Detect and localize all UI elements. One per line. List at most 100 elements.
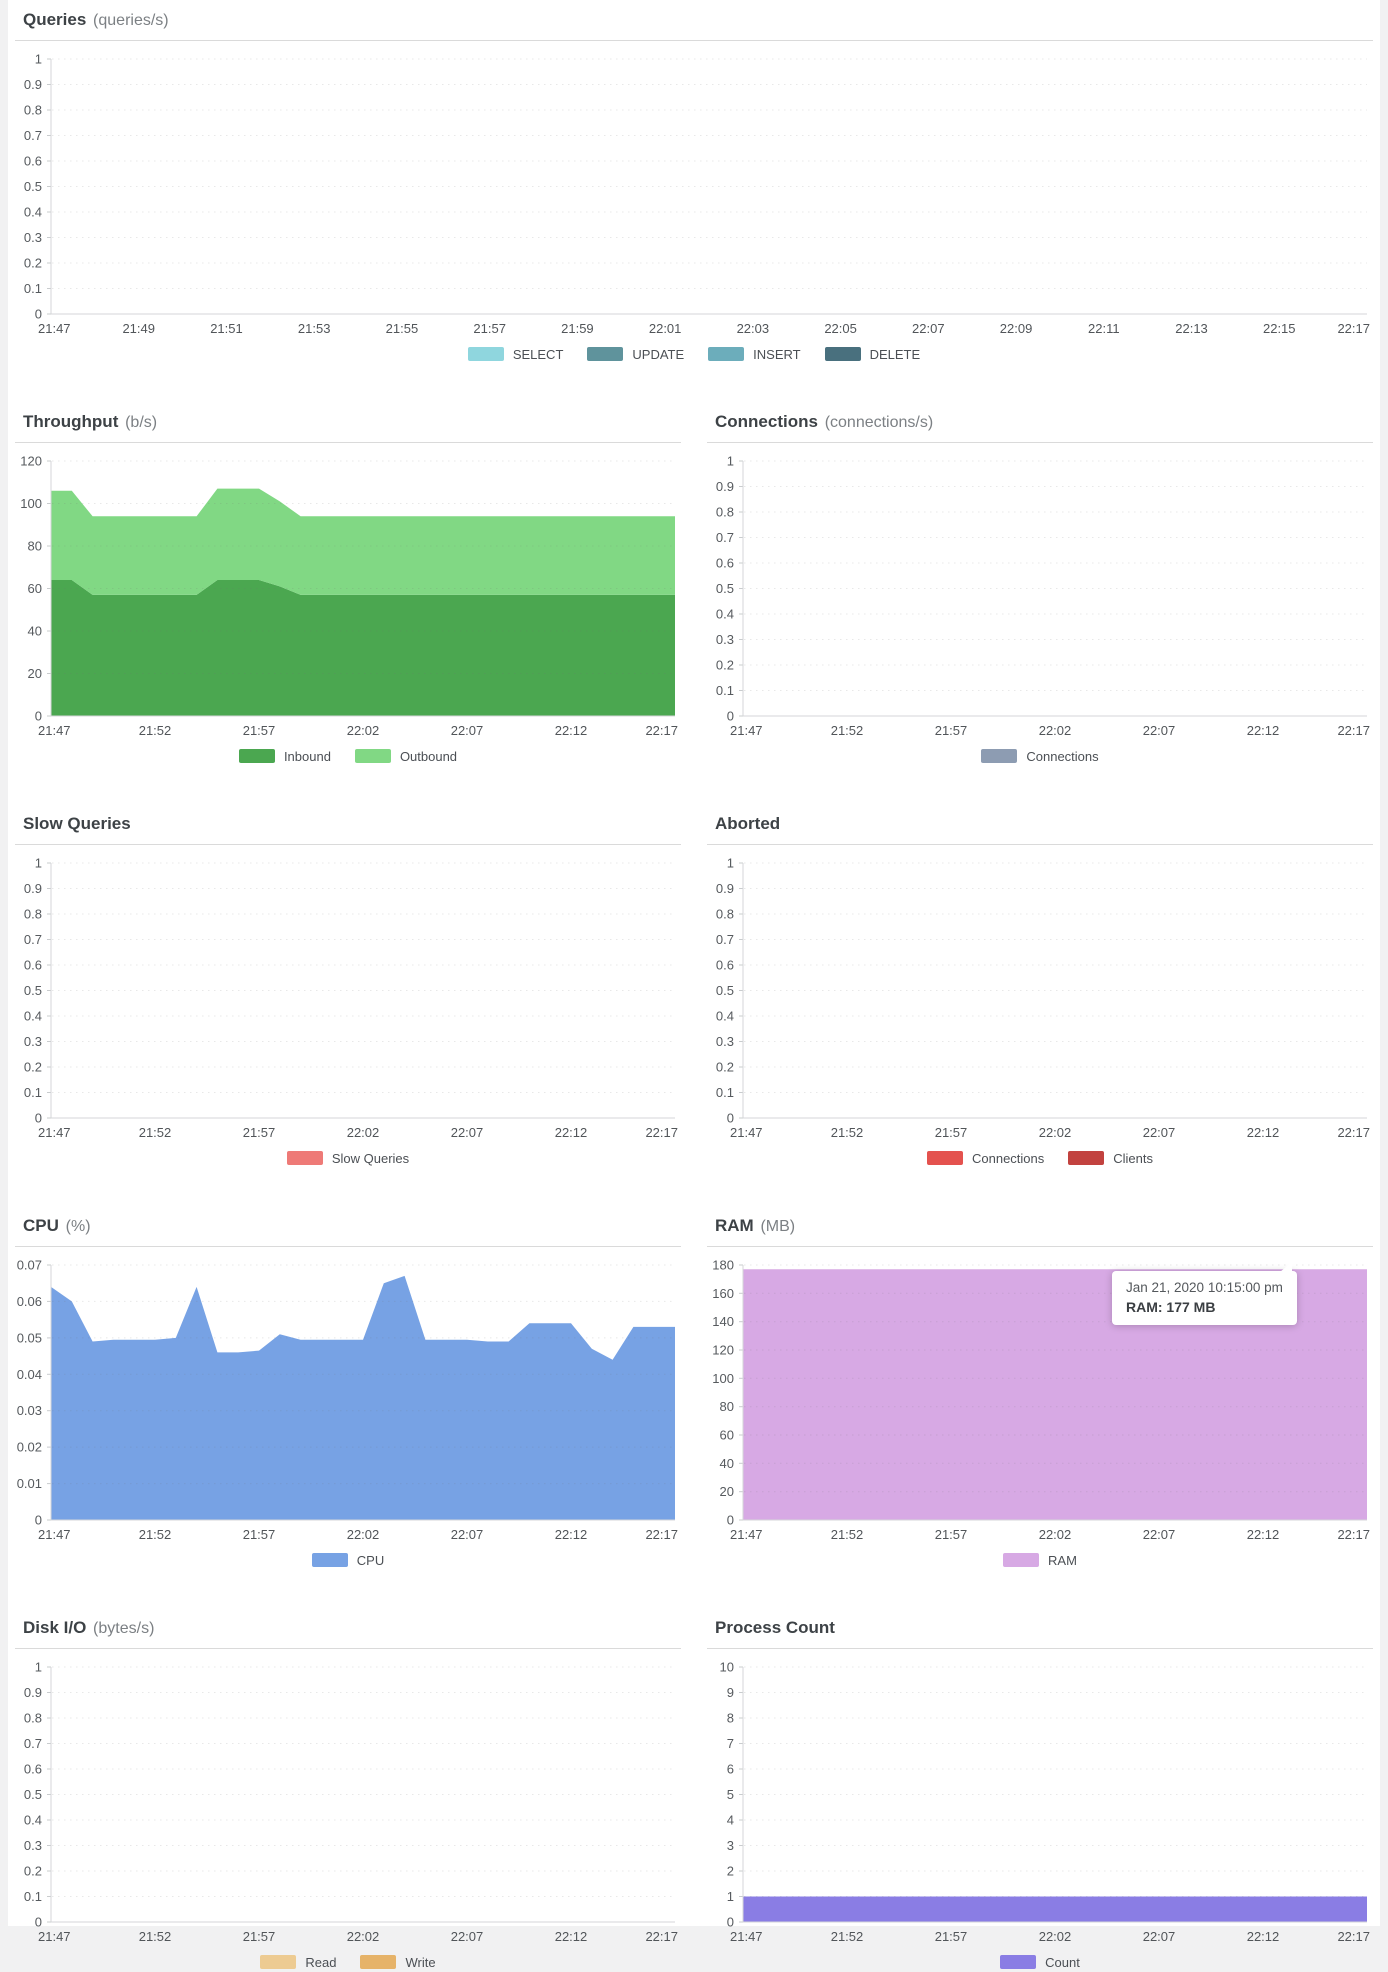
y-tick-label: 0.8	[716, 907, 734, 922]
x-tick-label: 22:02	[1039, 1527, 1072, 1542]
chart-title: Process Count	[715, 1618, 835, 1637]
x-tick-label: 22:07	[912, 321, 945, 336]
legend-item-outbound[interactable]: Outbound	[354, 749, 457, 764]
aborted-plot[interactable]: 0 0.1 0.2 0.3 0.4 0.5 0.6 0.7 0.8 0.9 1 21:47 21:52 2…	[707, 855, 1373, 1145]
x-tick-label: 22:17	[645, 723, 678, 738]
x-tick-label: 22:12	[1247, 1929, 1280, 1944]
x-tick-label: 22:12	[555, 1527, 588, 1542]
y-tick-label: 9	[727, 1685, 734, 1700]
connections-legend: Connections	[707, 746, 1373, 766]
connections-plot[interactable]: 0 0.1 0.2 0.3 0.4 0.5 0.6 0.7 0.8 0.9 1 21:47 21:52 2…	[707, 453, 1373, 743]
x-tick-label: 22:03	[737, 321, 770, 336]
chart-title: Connections	[715, 412, 818, 431]
y-tick-label: 0.07	[17, 1258, 42, 1273]
slow-queries-plot[interactable]: 0 0.1 0.2 0.3 0.4 0.5 0.6 0.7 0.8 0.9 1 21:47 21:52 2…	[15, 855, 681, 1145]
x-tick-label: 22:17	[1337, 1929, 1370, 1944]
y-tick-label: 0.6	[24, 1762, 42, 1777]
x-tick-label: 22:02	[1039, 1929, 1072, 1944]
legend-item-insert[interactable]: INSERT	[708, 347, 801, 362]
x-tick-label: 22:12	[555, 723, 588, 738]
legend-item-read[interactable]: Read	[260, 1955, 336, 1970]
legend-swatch	[1068, 1151, 1105, 1165]
y-tick-label: 0.2	[24, 256, 42, 271]
y-tick-label: 120	[20, 454, 42, 469]
x-tick-label: 22:05	[824, 321, 857, 336]
legend-swatch	[981, 749, 1018, 763]
y-tick-label: 0	[35, 307, 42, 322]
legend-item-connections[interactable]: Connections	[926, 1151, 1044, 1166]
y-tick-label: 60	[720, 1428, 734, 1443]
x-tick-label: 21:52	[139, 1527, 172, 1542]
x-tick-label: 22:02	[347, 723, 380, 738]
y-tick-label: 0.9	[24, 77, 42, 92]
slow-queries-svg: 0 0.1 0.2 0.3 0.4 0.5 0.6 0.7 0.8 0.9 1 21:47 21:52 2…	[24, 856, 678, 1141]
ram-plot[interactable]: Jan 21, 2020 10:15:00 pm RAM: 177 MB 0 20…	[707, 1257, 1373, 1547]
y-tick-label: 0.4	[24, 1813, 42, 1828]
legend-item-slow-queries[interactable]: Slow Queries	[286, 1151, 409, 1166]
process-count-plot[interactable]: 0 1 2 3 4 5 6 7 8 9 10 21:47 21:52 21:57 22:02 22:07 22:…	[707, 1659, 1373, 1949]
cpu-plot[interactable]: 0 0.01 0.02 0.03 0.04 0.05 0.06 0.07 21:47 21:52 2…	[15, 1257, 681, 1547]
y-tick-label: 7	[727, 1736, 734, 1751]
x-tick-label: 21:47	[38, 1125, 71, 1140]
x-tick-label: 21:52	[831, 1125, 864, 1140]
area-series-inbound	[51, 580, 675, 716]
y-tick-label: 0.7	[24, 932, 42, 947]
chart-unit: (queries/s)	[93, 12, 169, 29]
x-tick-label: 21:57	[935, 1929, 968, 1944]
chart-unit: (b/s)	[125, 414, 158, 431]
x-tick-label: 22:07	[1143, 723, 1176, 738]
y-tick-label: 80	[28, 539, 42, 554]
x-tick-label: 22:09	[1000, 321, 1033, 336]
x-tick-label: 22:17	[645, 1929, 678, 1944]
x-tick-label: 21:57	[243, 723, 276, 738]
panel-title-slow-queries: Slow Queries	[15, 812, 681, 845]
legend-item-count[interactable]: Count	[1000, 1955, 1080, 1970]
area-series-count	[743, 1896, 1367, 1922]
x-tick-label: 21:47	[38, 1527, 71, 1542]
y-tick-label: 180	[712, 1258, 734, 1273]
process-count-legend: Count	[707, 1952, 1373, 1972]
y-tick-label: 6	[727, 1762, 734, 1777]
legend-item-delete[interactable]: DELETE	[824, 347, 920, 362]
x-tick-label: 21:57	[243, 1929, 276, 1944]
y-tick-label: 20	[720, 1484, 734, 1499]
x-tick-label: 22:13	[1175, 321, 1208, 336]
queries-plot[interactable]: 0 0.1 0.2 0.3 0.4 0.5 0.6 0.7 0.8 0.9 1 21:47 21:49 2…	[15, 51, 1373, 341]
x-tick-label: 21:59	[561, 321, 594, 336]
legend-swatch	[824, 347, 861, 361]
panel-title-connections: Connections (connections/s)	[707, 410, 1373, 443]
legend-item-write[interactable]: Write	[360, 1955, 436, 1970]
disk-io-plot[interactable]: 0 0.1 0.2 0.3 0.4 0.5 0.6 0.7 0.8 0.9 1 21:47 21:52 2…	[15, 1659, 681, 1949]
throughput-plot[interactable]: 0 20 40 60 80 100 120 21:47 21:52 21:57 22:02 22:07…	[15, 453, 681, 743]
y-tick-label: 0.9	[24, 881, 42, 896]
y-tick-label: 0.4	[716, 1009, 734, 1024]
legend-label: SELECT	[512, 346, 564, 362]
legend-item-cpu[interactable]: CPU	[311, 1553, 384, 1568]
legend-item-ram[interactable]: RAM	[1003, 1553, 1077, 1568]
legend-label: Connections	[1026, 748, 1099, 764]
legend-item-connections[interactable]: Connections	[981, 748, 1099, 764]
area-series-ram	[743, 1269, 1367, 1520]
y-tick-label: 0.1	[716, 683, 734, 698]
y-tick-label: 0.3	[716, 632, 734, 647]
legend-swatch	[587, 347, 624, 361]
panel-slow-queries: Slow Queries 0 0.1 0.2 0.3 0.4 0.5 0.6 0.7 0.8 0.…	[15, 812, 681, 1168]
legend-item-clients[interactable]: Clients	[1068, 1151, 1153, 1166]
y-tick-label: 40	[28, 624, 42, 639]
chart-title: RAM	[715, 1216, 754, 1235]
y-tick-label: 1	[727, 454, 734, 469]
disk-io-legend: Read Write	[15, 1952, 681, 1972]
legend-item-inbound[interactable]: Inbound	[238, 749, 331, 764]
y-tick-label: 0.8	[24, 1711, 42, 1726]
x-tick-label: 22:07	[451, 1929, 484, 1944]
y-tick-label: 0.1	[24, 1889, 42, 1904]
y-tick-label: 140	[712, 1314, 734, 1329]
x-tick-label: 22:02	[1039, 723, 1072, 738]
legend-item-select[interactable]: SELECT	[467, 346, 564, 362]
x-tick-label: 21:52	[139, 1125, 172, 1140]
legend-item-update[interactable]: UPDATE	[587, 347, 684, 362]
y-tick-label: 0	[727, 709, 734, 724]
y-tick-label: 5	[727, 1787, 734, 1802]
panel-queries: Queries (queries/s) 0 0.1 0.2 0.3 0.4 0.5 0.6 0…	[15, 8, 1373, 364]
y-tick-label: 120	[712, 1343, 734, 1358]
